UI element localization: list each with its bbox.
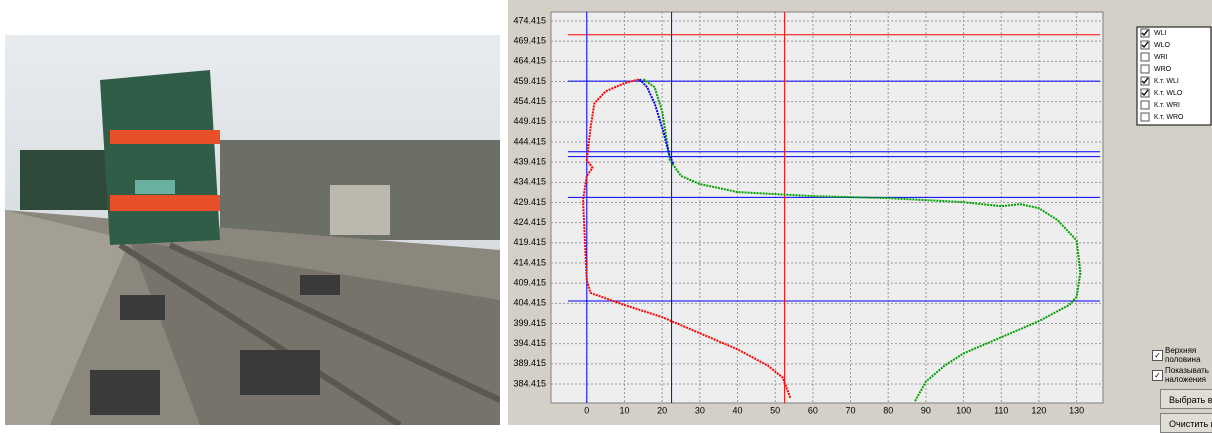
x-tick-label: 130 (1069, 405, 1084, 415)
checkmark (1141, 41, 1149, 48)
y-tick-label: 464.415 (513, 56, 546, 66)
x-tick-label: 40 (733, 405, 743, 415)
button[interactable]: Очистить все (1160, 413, 1212, 433)
y-tick-label: 399.415 (513, 318, 546, 328)
legend-label: WRI (1154, 54, 1168, 61)
x-tick-label: 20 (657, 405, 667, 415)
y-tick-label: 404.415 (513, 298, 546, 308)
y-tick-label: 414.415 (513, 257, 546, 267)
checkbox[interactable]: ✓ (1152, 350, 1163, 361)
y-tick-label: 449.415 (513, 116, 546, 126)
x-tick-label: 110 (994, 405, 1008, 415)
x-tick-label: 10 (619, 405, 629, 415)
y-tick-label: 474.415 (513, 15, 546, 25)
y-tick-label: 459.415 (513, 76, 546, 86)
photo (5, 35, 500, 425)
plot-area (550, 11, 1104, 404)
x-tick-label: 90 (921, 405, 931, 415)
legend-checkbox (1140, 52, 1150, 62)
x-tick-label: 70 (846, 405, 856, 415)
legend-label: К.т. WRO (1154, 114, 1184, 121)
y-tick-label: 439.415 (513, 157, 546, 167)
y-tick-label: 424.415 (513, 217, 546, 227)
y-tick-label: 434.415 (513, 177, 546, 187)
x-tick-label: 50 (770, 405, 780, 415)
x-tick-label: 0 (584, 405, 589, 415)
checkbox[interactable]: ✓ (1152, 370, 1163, 381)
y-tick-label: 454.415 (513, 96, 546, 106)
x-tick-label: 100 (956, 405, 971, 415)
data-line (638, 78, 675, 165)
legend-label: WLO (1154, 42, 1171, 49)
data-line (642, 78, 1082, 403)
y-tick-label: 394.415 (513, 338, 546, 348)
legend-label: К.т. WRI (1154, 102, 1180, 109)
y-tick-label: 419.415 (513, 237, 546, 247)
legend-checkbox (1140, 64, 1150, 74)
y-tick-label: 444.415 (513, 136, 546, 146)
data-line (582, 78, 792, 399)
x-tick-label: 120 (1031, 405, 1046, 415)
x-tick-label: 60 (808, 405, 818, 415)
legend-label: К.т. WLO (1154, 90, 1183, 97)
x-tick-label: 30 (695, 405, 705, 415)
legend-checkbox (1140, 112, 1150, 122)
checkmark (1141, 89, 1149, 96)
legend-label: WRO (1154, 66, 1172, 73)
checkmark (1141, 77, 1149, 84)
y-tick-label: 429.415 (513, 197, 546, 207)
y-tick-label: 384.415 (513, 378, 546, 388)
y-tick-label: 469.415 (513, 36, 546, 46)
y-tick-label: 409.415 (513, 278, 546, 288)
x-tick-label: 80 (883, 405, 893, 415)
legend-label: К.т. WLI (1154, 78, 1179, 85)
legend-checkbox (1140, 100, 1150, 110)
checkbox-label[interactable]: Верхняя половина (1165, 346, 1201, 364)
legend-label: WLI (1154, 30, 1167, 37)
button[interactable]: Выбрать все (1160, 389, 1212, 409)
y-tick-label: 389.415 (513, 358, 546, 368)
checkmark (1141, 29, 1149, 36)
checkbox-label[interactable]: Показывать наложения (1165, 366, 1209, 384)
